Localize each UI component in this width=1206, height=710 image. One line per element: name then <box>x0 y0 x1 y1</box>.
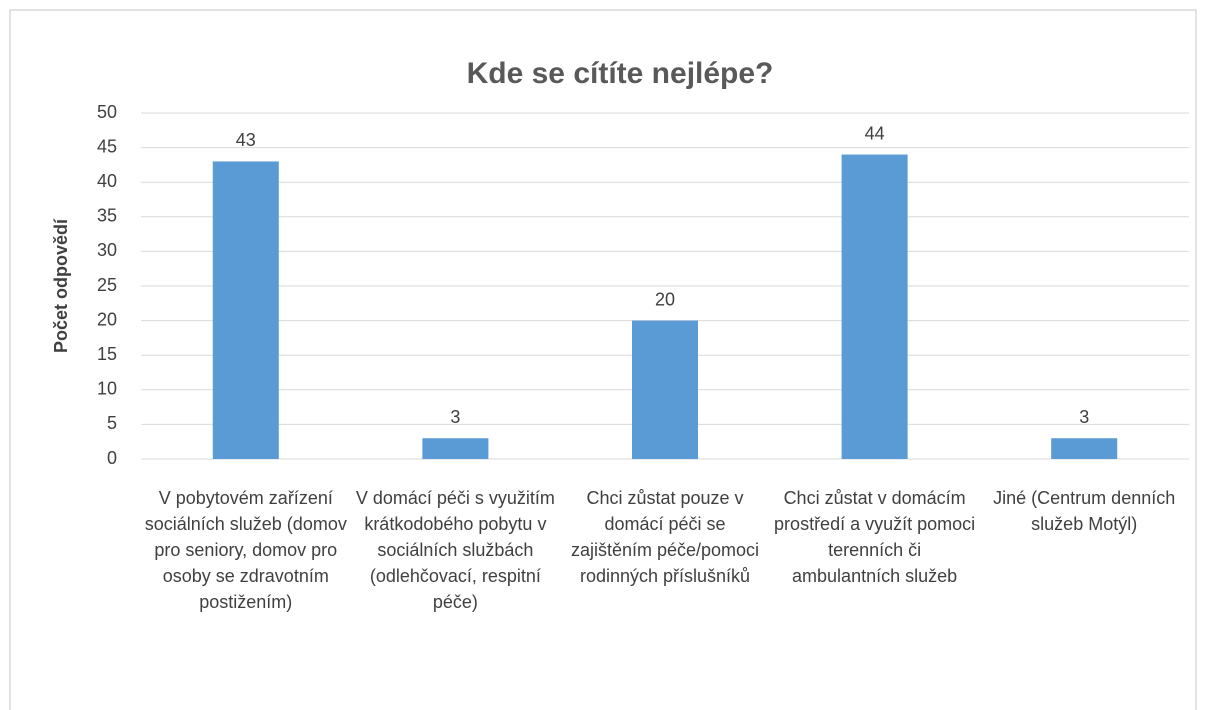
y-tick-label: 0 <box>107 448 117 468</box>
y-tick-label: 45 <box>97 136 117 156</box>
x-tick-label: V pobytovém zařízení sociálních služeb (… <box>144 488 347 612</box>
bar <box>422 438 489 459</box>
data-label: 43 <box>236 130 256 150</box>
y-tick-label: 10 <box>97 379 117 399</box>
x-tick-label: V domácí péči s využitím krátkodobého po… <box>355 488 555 612</box>
y-tick-label: 20 <box>97 309 117 329</box>
x-tick-label: Chci zůstat v domácím prostředí a využít… <box>774 488 976 586</box>
y-tick-label: 5 <box>107 413 117 433</box>
y-tick-label: 15 <box>97 344 117 364</box>
y-tick-label: 40 <box>97 171 117 191</box>
bar <box>841 154 908 459</box>
y-axis-label: Počet odpovědí <box>51 218 71 353</box>
y-tick-label: 30 <box>97 240 117 260</box>
x-tick-label: Jiné (Centrum denních služeb Motýl) <box>993 488 1176 534</box>
y-tick-label: 25 <box>97 275 117 295</box>
y-tick-label: 50 <box>97 102 117 122</box>
bar <box>1051 438 1118 459</box>
chart-frame <box>9 9 1197 710</box>
bar <box>212 161 279 459</box>
data-label: 3 <box>1079 407 1089 427</box>
data-label: 44 <box>865 123 885 143</box>
y-tick-label: 35 <box>97 206 117 226</box>
data-label: 3 <box>450 407 460 427</box>
chart-title: Kde se cítíte nejlépe? <box>467 57 774 90</box>
data-label: 20 <box>655 289 675 309</box>
x-tick-label: Chci zůstat pouze v domácí péči se zajiš… <box>570 488 760 586</box>
bar <box>631 320 699 459</box>
